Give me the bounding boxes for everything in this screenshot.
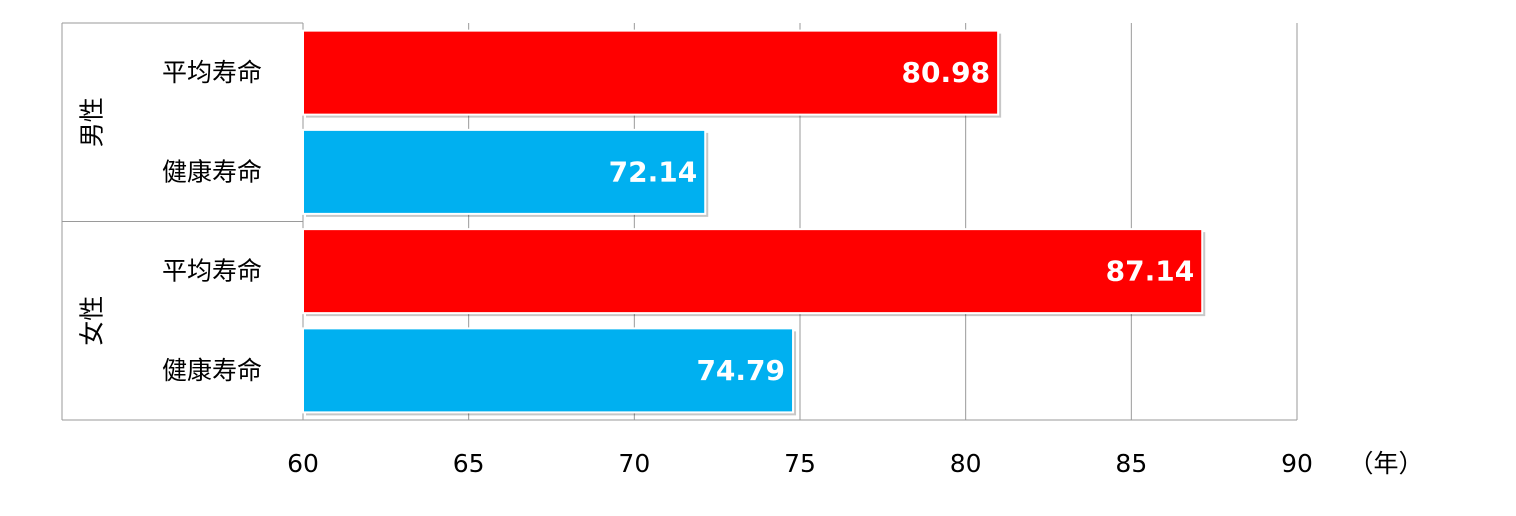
- x-tick-label-85: 85: [1115, 449, 1147, 478]
- x-tick-label-60: 60: [287, 449, 319, 478]
- labels: 60 65 70 75 80 85 90 （年）男性80.98平均寿命72.14健康寿命女性8…: [78, 56, 1424, 478]
- group-label-0: 男性: [78, 97, 107, 147]
- x-tick-label-65: 65: [453, 449, 485, 478]
- category-label-g1-b0: 平均寿命: [162, 257, 262, 286]
- bars: [302, 29, 1206, 416]
- x-tick-label-70: 70: [618, 449, 650, 478]
- bar-g0-b1: [302, 128, 707, 215]
- bar-g1-b0: [302, 228, 1204, 315]
- bar-g0-b0: [302, 29, 1000, 116]
- x-tick-label-90: 90: [1281, 449, 1313, 478]
- group-label-1: 女性: [78, 296, 107, 346]
- x-unit-label: （年）: [1348, 449, 1423, 478]
- category-label-g0-b1: 健康寿命: [162, 157, 262, 186]
- category-label-g1-b1: 健康寿命: [162, 356, 262, 385]
- x-tick-label-80: 80: [950, 449, 982, 478]
- category-label-g0-b0: 平均寿命: [162, 58, 262, 87]
- bar-g1-b1: [302, 327, 795, 414]
- data-label-g0-b0: 80.98: [902, 56, 991, 89]
- x-tick-label-75: 75: [784, 449, 816, 478]
- data-label-g1-b1: 74.79: [696, 354, 785, 387]
- data-label-g0-b1: 72.14: [609, 155, 698, 188]
- data-label-g1-b0: 87.14: [1106, 255, 1195, 288]
